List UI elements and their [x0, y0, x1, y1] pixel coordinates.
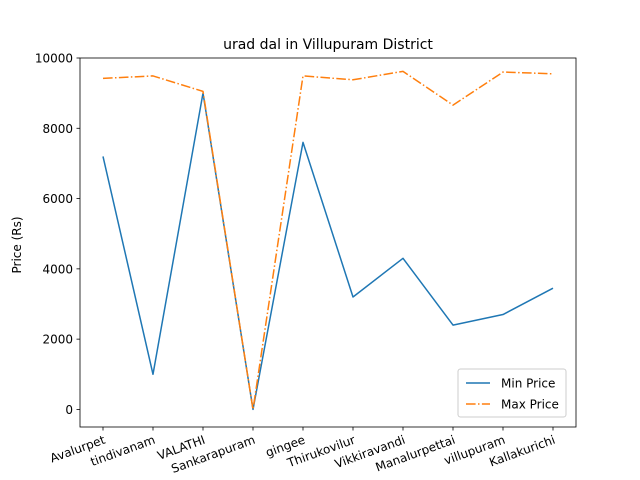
axes-frame	[79, 57, 577, 428]
y-tick-label: 8000	[42, 122, 73, 136]
series-line-min-price	[102, 92, 554, 411]
legend-box	[457, 368, 567, 418]
y-tick-label: 4000	[42, 262, 73, 276]
legend-label: Max Price	[501, 398, 559, 412]
y-axis-label: Price (Rs)	[10, 216, 24, 273]
y-tick-label: 6000	[42, 192, 73, 206]
legend-label: Min Price	[501, 377, 555, 391]
chart-title: urad dal in Villupuram District	[223, 37, 433, 53]
y-tick-label: 2000	[42, 333, 73, 347]
legend: Min Price Max Price	[457, 368, 567, 418]
series-line-max-price	[102, 70, 554, 411]
y-tick-label: 10000	[35, 52, 73, 66]
y-tick-label: 0	[65, 403, 73, 417]
